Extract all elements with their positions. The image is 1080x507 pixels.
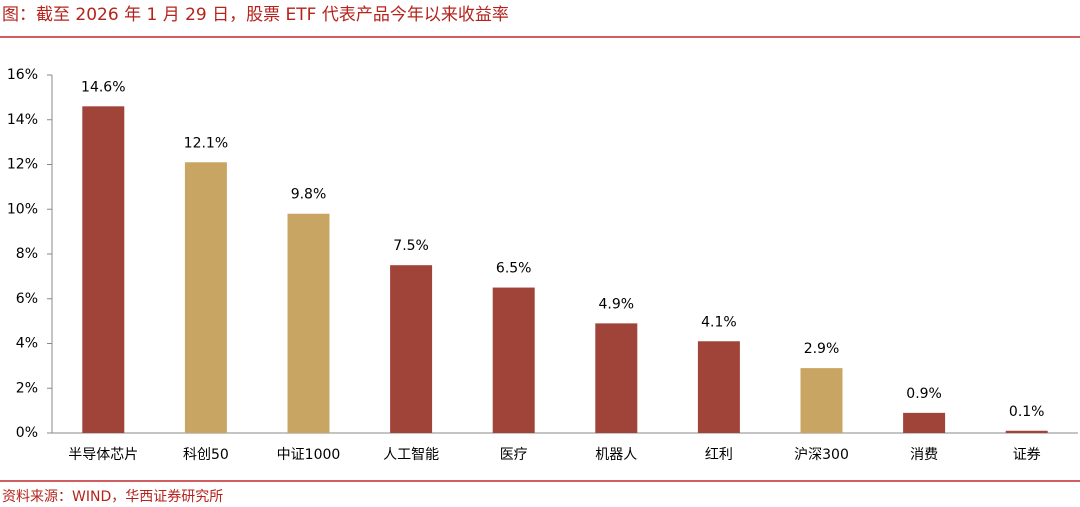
value-label: 12.1% <box>184 135 228 151</box>
bar <box>1005 430 1048 433</box>
value-label: 0.1% <box>1009 404 1045 420</box>
chart-title: 图：截至 2026 年 1 月 29 日，股票 ETF 代表产品今年以来收益率 <box>2 5 509 25</box>
value-label: 4.1% <box>701 314 737 330</box>
bar <box>184 162 227 433</box>
bar <box>697 341 740 433</box>
y-tick-label: 16% <box>7 67 38 83</box>
bar <box>595 323 638 433</box>
x-tick-label: 沪深300 <box>794 447 849 463</box>
value-label: 4.9% <box>599 296 635 312</box>
y-tick-label: 8% <box>16 246 38 262</box>
value-label: 2.9% <box>804 341 840 357</box>
x-tick-label: 人工智能 <box>383 447 439 463</box>
x-tick-label: 科创50 <box>183 447 229 463</box>
x-tick-label: 证券 <box>1013 447 1041 463</box>
x-tick-label: 消费 <box>910 447 938 463</box>
value-label: 7.5% <box>393 238 429 254</box>
y-tick-label: 2% <box>16 380 38 396</box>
y-tick-label: 4% <box>16 336 38 352</box>
source: 资料来源：WIND，华西证券研究所 <box>2 489 223 505</box>
y-tick-label: 14% <box>7 112 38 128</box>
y-tick-label: 12% <box>7 157 38 173</box>
x-tick-label: 半导体芯片 <box>68 447 138 463</box>
y-tick-label: 6% <box>16 291 38 307</box>
bar <box>390 265 433 433</box>
x-tick-label: 中证1000 <box>277 447 341 463</box>
value-label: 9.8% <box>291 187 327 203</box>
value-label: 0.9% <box>906 386 942 402</box>
bar <box>492 287 535 433</box>
value-label: 6.5% <box>496 261 532 277</box>
y-tick-label: 10% <box>7 201 38 217</box>
bar <box>82 106 125 433</box>
x-tick-label: 医疗 <box>500 447 528 463</box>
y-tick-label: 0% <box>16 425 38 441</box>
value-label: 14.6% <box>81 79 125 95</box>
bar <box>903 412 946 433</box>
bar <box>287 213 330 433</box>
x-tick-label: 机器人 <box>595 447 637 463</box>
bar <box>800 368 843 433</box>
x-tick-label: 红利 <box>705 447 733 463</box>
